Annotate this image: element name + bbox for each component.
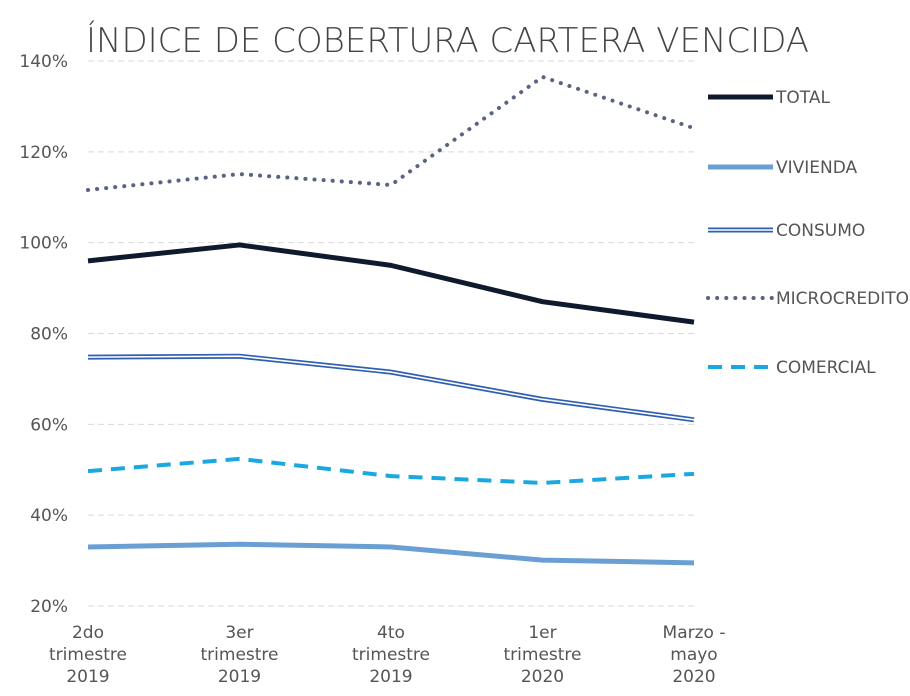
series-line [87, 456, 695, 485]
y-tick-label: 140% [19, 52, 68, 72]
legend-label: COMERCIAL [776, 358, 876, 378]
legend-label: CONSUMO [776, 221, 865, 241]
x-tick-label: Marzo - mayo 2020 [662, 623, 726, 687]
y-tick-label: 40% [30, 506, 68, 526]
x-tick-label: 3er trimestre 2019 [200, 623, 279, 687]
chart-title: ÍNDICE DE COBERTURA CARTERA VENCIDA [86, 20, 809, 61]
series-line [87, 353, 695, 423]
series-line [87, 242, 695, 325]
legend-label: TOTAL [775, 88, 830, 108]
series-line-inner [87, 355, 695, 421]
series-line [87, 541, 695, 566]
series-line [86, 74, 696, 192]
y-tick-label: 20% [30, 597, 68, 617]
x-tick-label: 1er trimestre 2020 [503, 623, 582, 687]
y-tick-label: 120% [19, 143, 68, 163]
y-tick-label: 80% [30, 325, 68, 345]
x-tick-label: 2do trimestre 2019 [49, 623, 127, 687]
legend-label: MICROCREDITO [776, 289, 909, 309]
legend-label: VIVIENDA [776, 158, 858, 178]
y-tick-label: 100% [19, 234, 68, 254]
x-tick-label: 4to trimestre 2019 [352, 623, 430, 687]
y-tick-label: 60% [30, 415, 68, 435]
